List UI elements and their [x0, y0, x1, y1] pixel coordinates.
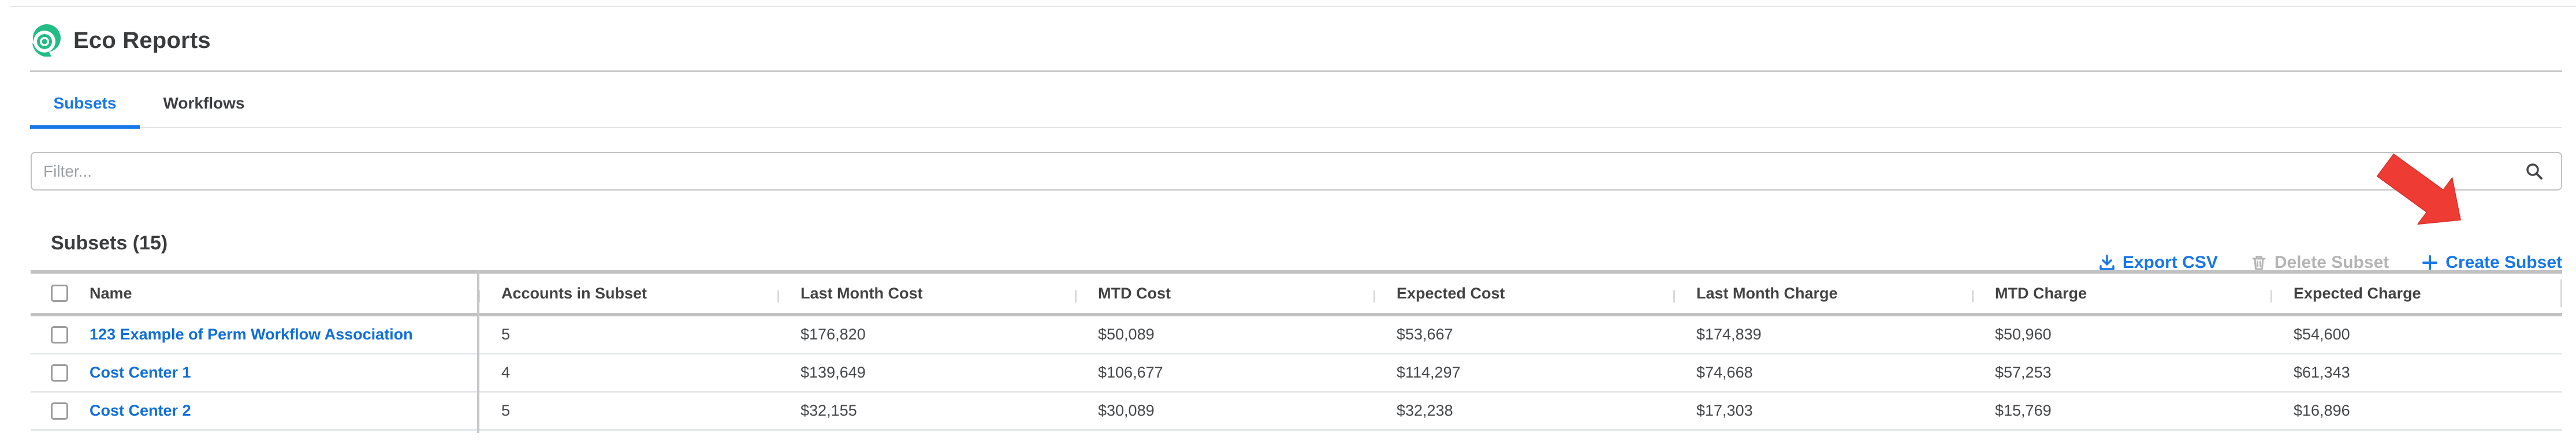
column-header-expected-charge: Expected Charge	[2270, 285, 2562, 303]
name-column-divider	[477, 270, 479, 433]
filter-input[interactable]	[32, 153, 2561, 189]
row-name-cell: Cost Center 2	[31, 402, 478, 420]
active-tab-indicator	[30, 125, 140, 129]
row-last-month-charge-cell: $74,668	[1696, 364, 1753, 381]
table-row: 123 Example of Perm Workflow Association…	[31, 316, 2562, 354]
row-last-month-cost-cell: $32,155	[801, 402, 857, 419]
table-header-bottom-border	[31, 313, 2562, 316]
create-subset-button[interactable]: Create Subset	[2421, 253, 2562, 272]
filter-container	[31, 152, 2562, 191]
row-mtd-charge-cell: $50,960	[1995, 326, 2052, 343]
column-header-mtd-cost: MTD Cost	[1075, 285, 1373, 303]
export-csv-button[interactable]: Export CSV	[2098, 253, 2218, 272]
download-icon	[2099, 255, 2115, 270]
row-expected-charge-cell: $61,343	[2294, 364, 2350, 381]
subset-name-link[interactable]: Cost Center 1	[90, 364, 191, 381]
select-all-checkbox[interactable]	[51, 285, 68, 302]
trash-icon	[2252, 256, 2266, 270]
header-divider	[30, 70, 2562, 72]
row-expected-charge-cell: $16,896	[2294, 402, 2350, 419]
tab-subsets-label: Subsets	[53, 94, 117, 112]
row-accounts-cell: 5	[501, 402, 511, 419]
tab-workflows-label: Workflows	[163, 94, 245, 112]
column-header-expected-cost: Expected Cost	[1373, 285, 1673, 303]
row-last-month-charge-cell: $174,839	[1696, 326, 1762, 343]
delete-subset-button[interactable]: Delete Subset	[2250, 253, 2389, 272]
create-subset-label: Create Subset	[2445, 253, 2562, 272]
table-row: Cost Center 1 4 $139,649 $106,677 $114,2…	[31, 354, 2562, 393]
subsets-actions-toolbar: Export CSV Delete Subset Create Subset	[2098, 253, 2562, 272]
row-checkbox[interactable]	[51, 326, 68, 344]
subsets-table: Name Accounts in Subset Last Month Cost …	[31, 270, 2562, 433]
export-csv-label: Export CSV	[2122, 253, 2218, 272]
table-top-border	[31, 270, 2562, 274]
row-expected-cost-cell: $32,238	[1397, 402, 1453, 419]
row-mtd-charge-cell: $57,253	[1995, 364, 2052, 381]
column-header-accounts-in-subset: Accounts in Subset	[478, 285, 777, 303]
row-mtd-cost-cell: $30,089	[1098, 402, 1155, 419]
page-title: Eco Reports	[73, 28, 211, 53]
plus-icon	[2422, 255, 2438, 270]
tab-workflows[interactable]: Workflows	[148, 91, 260, 115]
row-name-cell: Cost Center 1	[31, 364, 478, 382]
subsets-count-heading: Subsets (15)	[51, 232, 168, 254]
tabbar-bottom-border	[30, 127, 2562, 128]
row-mtd-charge-cell: $15,769	[1995, 402, 2052, 419]
eco-spiral-logo-icon	[32, 24, 61, 57]
table-row: Cost Center 2 5 $32,155 $30,089 $32,238 …	[31, 393, 2562, 431]
row-last-month-cost-cell: $139,649	[801, 364, 866, 381]
subset-name-link[interactable]: Cost Center 2	[90, 402, 191, 419]
row-expected-charge-cell: $54,600	[2294, 326, 2350, 343]
row-expected-cost-cell: $114,297	[1397, 364, 1461, 381]
row-mtd-cost-cell: $106,677	[1098, 364, 1163, 381]
row-expected-cost-cell: $53,667	[1397, 326, 1453, 343]
row-mtd-cost-cell: $50,089	[1098, 326, 1155, 343]
header-cell-name: Name	[31, 285, 478, 303]
column-header-last-month-charge: Last Month Charge	[1673, 285, 1972, 303]
delete-subset-label: Delete Subset	[2274, 253, 2389, 272]
column-header-last-month-cost: Last Month Cost	[777, 285, 1075, 303]
search-icon[interactable]	[2525, 162, 2544, 181]
row-name-cell: 123 Example of Perm Workflow Association	[31, 326, 478, 344]
row-last-month-charge-cell: $17,303	[1696, 402, 1753, 419]
page-top-border	[10, 6, 2576, 7]
column-header-name: Name	[90, 284, 132, 302]
row-accounts-cell: 5	[501, 326, 511, 343]
tab-subsets[interactable]: Subsets	[30, 91, 140, 115]
row-checkbox[interactable]	[51, 402, 68, 420]
table-header-row: Name Accounts in Subset Last Month Cost …	[31, 274, 2562, 313]
row-accounts-cell: 4	[501, 364, 511, 381]
subset-name-link[interactable]: 123 Example of Perm Workflow Association	[90, 326, 413, 343]
row-checkbox[interactable]	[51, 364, 68, 382]
row-last-month-cost-cell: $176,820	[801, 326, 866, 343]
column-header-mtd-charge: MTD Charge	[1972, 285, 2270, 303]
